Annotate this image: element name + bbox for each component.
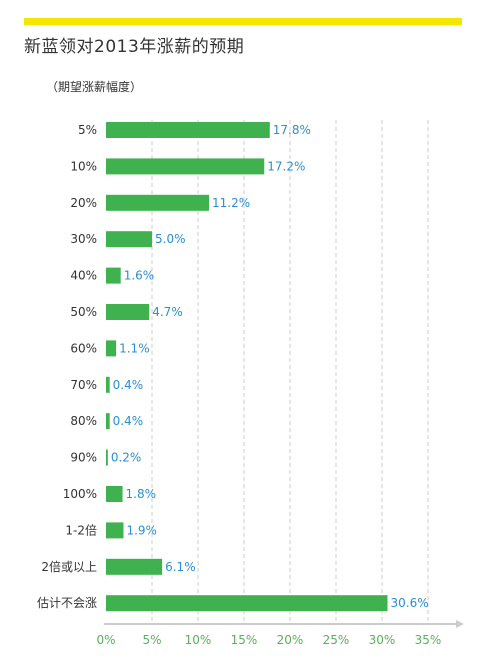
value-label: 6.1% — [165, 560, 196, 574]
bar — [106, 194, 210, 211]
value-label: 1.9% — [126, 523, 157, 537]
category-label: 80% — [70, 414, 97, 428]
category-label: 30% — [70, 232, 97, 246]
category-label: 50% — [70, 305, 97, 319]
value-label: 0.4% — [113, 378, 143, 392]
bar — [106, 486, 123, 502]
value-label: 17.2% — [267, 159, 305, 173]
category-label: 60% — [70, 341, 97, 355]
bar — [106, 304, 150, 320]
category-label: 20% — [70, 196, 97, 210]
x-axis-arrow — [456, 620, 464, 628]
bar — [106, 122, 270, 138]
bar — [106, 376, 110, 393]
x-tick-label: 5% — [142, 633, 161, 647]
category-label: 1-2倍 — [65, 522, 97, 537]
bar — [106, 413, 110, 430]
category-label: 70% — [70, 378, 97, 392]
title-accent-bar — [24, 18, 462, 25]
x-tick-label: 35% — [415, 633, 442, 647]
category-label: 90% — [70, 451, 97, 465]
value-label: 30.6% — [391, 596, 429, 610]
bar — [106, 558, 163, 575]
category-label: 100% — [63, 487, 97, 501]
bar — [106, 595, 388, 612]
category-label: 10% — [70, 159, 97, 173]
category-label: 5% — [78, 123, 97, 137]
chart-subtitle: （期望涨薪幅度） — [46, 80, 143, 94]
bar — [106, 449, 108, 466]
bar — [106, 522, 124, 539]
category-label: 2倍或以上 — [41, 559, 97, 574]
category-label: 估计不会涨 — [37, 595, 97, 610]
x-tick-label: 0% — [96, 633, 115, 647]
value-label: 11.2% — [212, 196, 250, 210]
x-tick-label: 30% — [369, 633, 396, 647]
value-label: 5.0% — [155, 232, 186, 246]
bar — [106, 340, 117, 357]
bar — [106, 231, 152, 248]
x-tick-label: 25% — [323, 633, 350, 647]
category-label: 40% — [70, 269, 97, 283]
x-tick-label: 20% — [277, 633, 304, 647]
bar — [106, 267, 121, 284]
value-label: 0.2% — [111, 451, 142, 465]
value-label: 1.8% — [126, 487, 157, 501]
x-tick-label: 15% — [231, 633, 258, 647]
value-label: 17.8% — [273, 123, 311, 137]
value-label: 1.6% — [124, 269, 155, 283]
value-label: 0.4% — [113, 414, 143, 428]
value-label: 4.7% — [152, 305, 183, 319]
x-tick-label: 10% — [185, 633, 212, 647]
bar — [106, 158, 265, 175]
value-label: 1.1% — [119, 341, 149, 355]
chart-title: 新蓝领对2013年涨薪的预期 — [24, 37, 245, 57]
